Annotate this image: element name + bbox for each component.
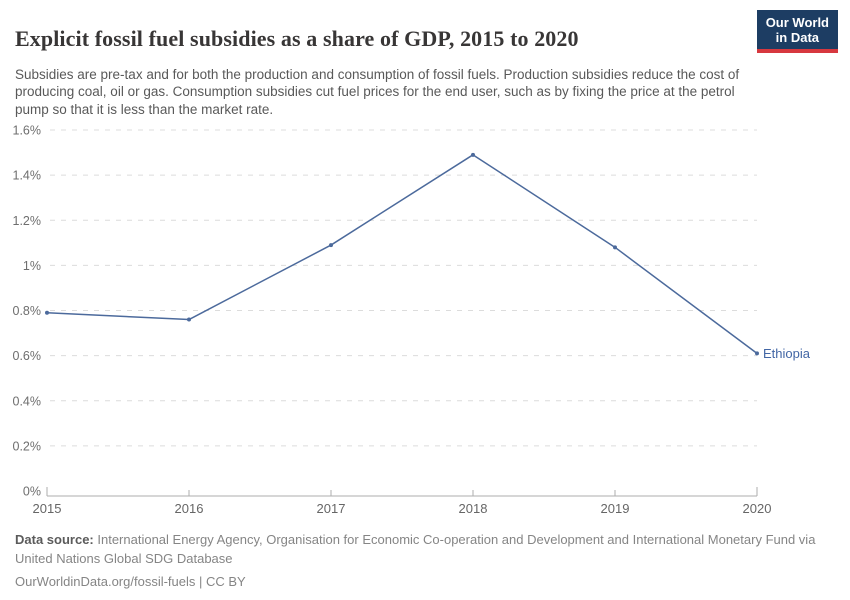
x-tick-label: 2020: [743, 501, 772, 516]
gridlines: [50, 129, 757, 447]
license-terms: CC BY: [206, 574, 246, 589]
entity-labels: Ethiopia: [763, 346, 811, 361]
data-point[interactable]: [613, 245, 617, 250]
data-point[interactable]: [471, 152, 475, 157]
y-tick-label: 1%: [23, 259, 41, 273]
license-line: OurWorldinData.org/fossil-fuels | CC BY: [15, 573, 827, 592]
y-tick-label: 0%: [23, 485, 41, 499]
owid-logo[interactable]: Our World in Data: [756, 10, 838, 53]
data-source-line: Data source: International Energy Agency…: [15, 531, 827, 568]
chart-subtitle: Subsidies are pre-tax and for both the p…: [15, 66, 740, 117]
y-tick-label: 0.2%: [13, 439, 42, 453]
owid-logo-line1: Our World: [765, 15, 829, 30]
y-tick-label: 1.6%: [13, 124, 42, 138]
data-source-label: Data source:: [15, 532, 94, 547]
y-tick-label: 0.8%: [13, 304, 42, 318]
x-tick-label: 2015: [33, 501, 62, 516]
x-tick-label: 2016: [175, 501, 204, 516]
page-title: Explicit fossil fuel subsidies as a shar…: [15, 25, 579, 51]
owid-url-link[interactable]: OurWorldinData.org/fossil-fuels: [15, 574, 196, 589]
data-source-text: International Energy Agency, Organisatio…: [15, 532, 816, 566]
y-tick-label: 0.4%: [13, 394, 42, 408]
x-tick-label: 2017: [317, 501, 346, 516]
data-point[interactable]: [187, 317, 191, 322]
y-tick-label: 0.6%: [13, 349, 42, 363]
owid-logo-line2: in Data: [775, 30, 820, 45]
entity-label[interactable]: Ethiopia: [763, 346, 811, 361]
license-separator: |: [195, 574, 206, 589]
data-point[interactable]: [755, 351, 759, 356]
x-tick-label: 2018: [459, 501, 488, 516]
chart-footer: Data source: International Energy Agency…: [15, 531, 827, 592]
data-point[interactable]: [45, 310, 49, 315]
y-tick-label: 1.4%: [13, 169, 42, 183]
y-tick-label: 1.2%: [13, 214, 42, 228]
x-axis: 2015 2016 2017 2018 2019 2020: [33, 487, 772, 516]
y-axis-labels: 0% 0.2% 0.4% 0.6% 0.8% 1% 1.2% 1.4% 1.6%: [13, 124, 42, 499]
data-point[interactable]: [329, 243, 333, 248]
data-series[interactable]: [45, 152, 759, 356]
x-tick-label: 2019: [601, 501, 630, 516]
data-line[interactable]: [46, 154, 758, 354]
